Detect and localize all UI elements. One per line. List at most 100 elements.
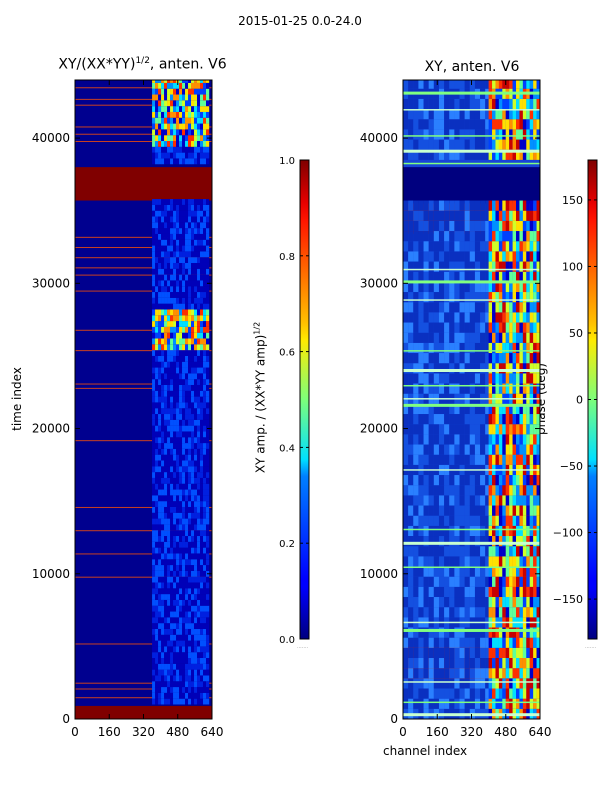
left-cell-598 [179, 518, 183, 525]
left-cell-970 [155, 402, 159, 409]
right-noise-1035 [459, 383, 465, 394]
left-cell-892 [206, 431, 210, 438]
right-chan-1810 [492, 98, 496, 110]
right-chan-1137 [488, 353, 493, 364]
left-cell-547 [197, 536, 201, 542]
left-cell-406 [173, 576, 177, 583]
left-cell-1116 [194, 361, 198, 368]
right-noise-1058 [413, 373, 419, 384]
right-noise-225 [408, 637, 414, 648]
right-chan-479 [536, 566, 540, 577]
left-cell-1578 [155, 216, 159, 223]
right-noise-1389 [469, 271, 475, 282]
left-cell-1325 [194, 297, 198, 304]
right-chan-114 [492, 678, 496, 689]
right-noise-1582 [474, 210, 481, 221]
right-noise-64 [403, 688, 409, 699]
left-cell-1609 [191, 210, 195, 217]
right-noise-1638 [433, 149, 440, 160]
left-cell-825 [176, 448, 180, 455]
right-noise-579 [418, 525, 424, 537]
left-cell-190 [152, 640, 156, 647]
right-chan-1074 [492, 373, 496, 384]
left-cell-952 [158, 408, 162, 415]
right-chan-921 [516, 424, 520, 435]
right-noise-264 [444, 627, 450, 638]
right-chan-1788 [526, 109, 530, 120]
left-cell-1770 [161, 123, 165, 130]
left-cell-308 [164, 605, 168, 612]
left-cell-1257 [161, 315, 165, 322]
left-cell-1483 [155, 245, 159, 252]
right-noise-1795 [418, 98, 424, 110]
right-chan-956 [526, 414, 530, 425]
left-cell-522 [179, 541, 183, 548]
left-cell-809 [185, 454, 189, 461]
left-cell-1076 [188, 373, 192, 380]
left-cell-1818 [191, 111, 195, 118]
left-cell-1842 [206, 106, 210, 112]
right-chan-507 [522, 556, 527, 567]
left-cell-464 [176, 559, 180, 566]
right-chan-509 [529, 556, 534, 567]
right-noise-1219 [418, 322, 424, 333]
left-cell-798 [152, 454, 156, 461]
left-cell-1531 [185, 233, 189, 240]
left-cell-109 [194, 669, 198, 676]
right-chan-530 [492, 546, 496, 557]
left-cell-56 [206, 687, 210, 693]
left-cell-843 [173, 443, 177, 449]
right-noise-1480 [444, 241, 450, 252]
left-cell-969 [152, 402, 156, 409]
left-cell-1069 [167, 373, 171, 380]
right-chan-917 [502, 424, 506, 435]
left-cell-28 [179, 692, 183, 699]
left-cell-1275 [158, 309, 162, 316]
left-cell-1250 [197, 321, 201, 327]
left-cell-83 [173, 675, 177, 682]
left-cell-1113 [185, 361, 189, 368]
left-cell-414 [197, 576, 201, 583]
left-cell-778 [206, 466, 210, 473]
left-cell-352 [182, 594, 186, 600]
right-noise-1229 [469, 322, 475, 333]
right-noise-453 [428, 566, 434, 577]
ytick-label-L-3: 30000 [32, 276, 70, 290]
right-noise-1318 [433, 292, 440, 303]
right-noise-1417 [449, 261, 455, 272]
left-cell-52 [194, 687, 198, 693]
right-chan-821 [502, 454, 506, 465]
right-chan-415 [536, 586, 540, 598]
left-cell-1390 [161, 274, 165, 281]
left-cell-1335 [167, 292, 171, 298]
right-noise-1376 [403, 271, 409, 282]
left-cell-201 [185, 640, 189, 647]
right-chan-1171 [495, 342, 499, 354]
left-cell-1411 [167, 268, 171, 275]
left-cell-1310 [206, 303, 210, 310]
left-cell-1367 [206, 286, 210, 293]
right-noise-1859 [418, 80, 424, 89]
right-chan-374 [505, 597, 510, 608]
right-noise-1858 [413, 80, 419, 89]
right-noise-1285 [428, 302, 434, 313]
left-cell-634 [173, 506, 177, 513]
left-cell-501 [173, 547, 177, 554]
left-cell-600 [185, 518, 189, 525]
left-cell-1119 [203, 361, 207, 368]
left-cell-1354 [167, 286, 171, 293]
right-noise-810 [454, 454, 460, 465]
right-chan-1749 [502, 119, 506, 130]
right-chan-1370 [519, 281, 523, 293]
left-cell-188 [203, 646, 207, 653]
right-noise-386 [413, 586, 419, 598]
right-chan-156 [526, 668, 530, 679]
left-cell-802 [164, 454, 168, 461]
right-chan-703 [536, 495, 540, 506]
right-noise-1609 [449, 200, 455, 211]
left-cell-297 [188, 611, 192, 618]
left-cell-1073 [179, 373, 183, 380]
left-cell-1589 [188, 216, 192, 223]
left-cell-1163 [164, 344, 168, 351]
right-chan-280 [512, 627, 517, 638]
